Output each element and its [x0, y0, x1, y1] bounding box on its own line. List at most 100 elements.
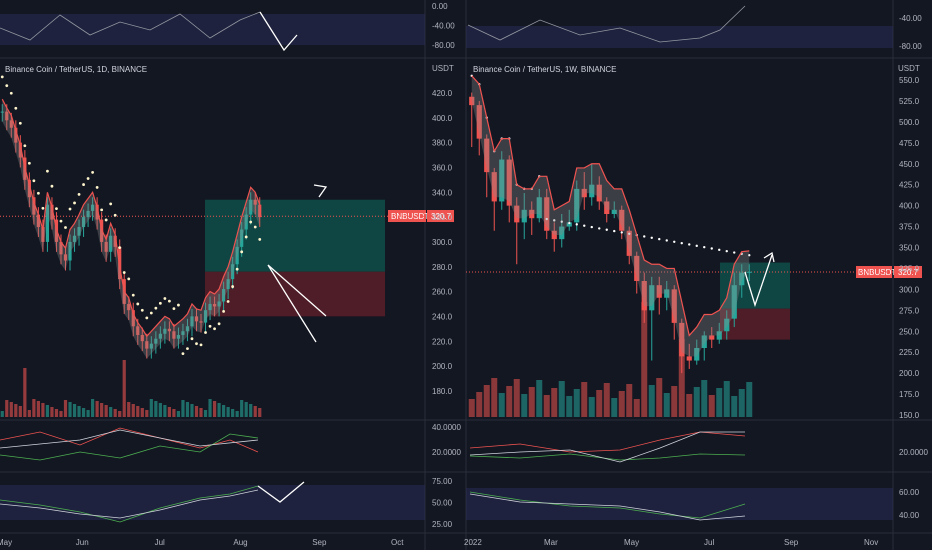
- left-candle-body: [113, 235, 117, 247]
- right-chart-title: Binance Coin / TetherUS, 1W, BINANCE: [473, 65, 616, 74]
- left-trailing-dot: [109, 202, 113, 206]
- left-time-tick-1: Jun: [76, 538, 89, 547]
- right-volume-bar: [708, 395, 715, 417]
- left-volume-bar: [5, 400, 9, 417]
- right-top-osc-line: [467, 5, 746, 43]
- right-trailing-dot: [620, 231, 623, 234]
- right-candle-body: [604, 201, 610, 214]
- left-price-tick-10: 220.0: [432, 337, 453, 346]
- left-volume-bar: [163, 405, 167, 417]
- left-projection-arrow: [267, 264, 327, 343]
- left-volume-bar: [203, 410, 208, 417]
- left-candle-body: [68, 241, 72, 261]
- right-volume-bar: [536, 380, 543, 417]
- left-long-target-zone: [205, 199, 385, 272]
- left-candle-body: [145, 341, 149, 349]
- right-mid-osc-tick-0: 20.0000: [899, 448, 928, 457]
- right-price-tick-1: 525.0: [899, 97, 920, 106]
- right-time-tick-2: May: [624, 538, 639, 547]
- left-volume-bar: [136, 406, 140, 417]
- left-candle-body: [190, 316, 194, 327]
- left-trailing-dot: [36, 191, 40, 195]
- left-trailing-dot: [235, 267, 239, 271]
- right-candle-body: [619, 209, 625, 231]
- left-volume-bar: [63, 400, 68, 417]
- left-volume-bar: [235, 411, 239, 417]
- left-trailing-dot: [9, 91, 13, 95]
- left-volume-bar: [68, 402, 72, 417]
- right-mid-osc-red: [469, 431, 746, 453]
- left-candle-body: [5, 111, 9, 121]
- right-volume-bar: [618, 391, 625, 417]
- right-candle-body: [514, 205, 520, 223]
- right-volume-bar: [678, 339, 685, 417]
- right-volume-bar: [581, 382, 588, 417]
- left-trailing-dot: [140, 308, 144, 312]
- right-trailing-dot: [733, 251, 736, 254]
- left-trailing-dot: [204, 331, 207, 334]
- left-price-tick-6: 300.0: [432, 238, 453, 247]
- left-bot-osc-green: [0, 485, 259, 523]
- right-trailing-dot: [688, 243, 691, 246]
- left-trailing-dot: [50, 184, 54, 188]
- right-candle-body: [596, 184, 602, 202]
- left-volume-bar: [122, 360, 126, 417]
- left-candle-body: [36, 214, 40, 228]
- right-trailing-dot: [575, 223, 578, 226]
- right-candle-body: [529, 209, 535, 219]
- right-candle-body: [686, 356, 692, 361]
- right-volume-bar: [558, 381, 565, 417]
- left-badge-price: 320.7: [431, 212, 452, 221]
- left-trailing-dot: [145, 316, 149, 320]
- right-bot-osc-green: [469, 491, 746, 519]
- left-bot-osc-tick-1: 50.00: [432, 499, 453, 508]
- right-volume-bar: [588, 397, 595, 417]
- left-trailing-dot: [177, 303, 180, 307]
- left-trailing-dot: [222, 310, 226, 313]
- right-price-tick-15: 175.0: [899, 390, 920, 399]
- left-time-tick-5: Oct: [391, 538, 404, 547]
- right-trailing-dot: [560, 220, 563, 223]
- left-top-osc-fill: [0, 14, 425, 45]
- left-top-osc-tick-2: -80.00: [432, 41, 455, 50]
- right-time-tick-3: Jul: [704, 538, 714, 547]
- right-candle-body: [589, 184, 595, 198]
- right-volume-bar: [596, 390, 603, 417]
- right-volume-bar: [641, 302, 648, 417]
- left-candle-body: [91, 204, 95, 211]
- left-candle-body: [63, 254, 68, 261]
- left-volume-bar: [167, 407, 171, 417]
- left-price-tick-5: 320.0: [432, 213, 453, 222]
- left-trailing-dot: [95, 186, 99, 189]
- right-volume-bar: [671, 386, 678, 417]
- left-trailing-dot: [18, 121, 22, 125]
- right-trailing-dot: [643, 235, 646, 238]
- right-bot-osc-white: [469, 493, 746, 521]
- right-candle-body: [656, 285, 662, 298]
- left-price-tick-1: 400.0: [432, 114, 453, 123]
- right-candle-body: [611, 209, 617, 214]
- right-candle-body: [551, 230, 557, 240]
- left-top-osc-tick-1: -40.00: [432, 22, 455, 31]
- left-candle-body: [194, 316, 199, 322]
- left-candle-body: [181, 331, 185, 335]
- left-mid-osc-tick-0: 40.0000: [432, 423, 461, 432]
- left-volume-bar: [253, 406, 257, 417]
- right-candle-body: [626, 230, 632, 256]
- right-volume-bar: [663, 393, 670, 417]
- left-candle-body: [149, 343, 153, 349]
- left-trailing-dot: [100, 208, 104, 212]
- right-time-tick-4: Sep: [784, 538, 799, 547]
- right-trailing-dot: [703, 245, 706, 249]
- right-volume-bar: [648, 385, 655, 417]
- left-bot-osc-fill: [0, 485, 425, 520]
- left-candle-body: [163, 328, 167, 334]
- right-volume-bar: [746, 382, 753, 417]
- left-volume-bar: [54, 409, 59, 417]
- left-projection-arrowhead: [313, 184, 328, 198]
- right-candle-body: [641, 281, 647, 311]
- right-badge-price: 320.7: [898, 268, 919, 277]
- left-mid-osc-tick-1: 20.0000: [432, 448, 461, 457]
- left-volume-bar: [212, 401, 217, 417]
- right-price-tick-3: 475.0: [899, 139, 920, 148]
